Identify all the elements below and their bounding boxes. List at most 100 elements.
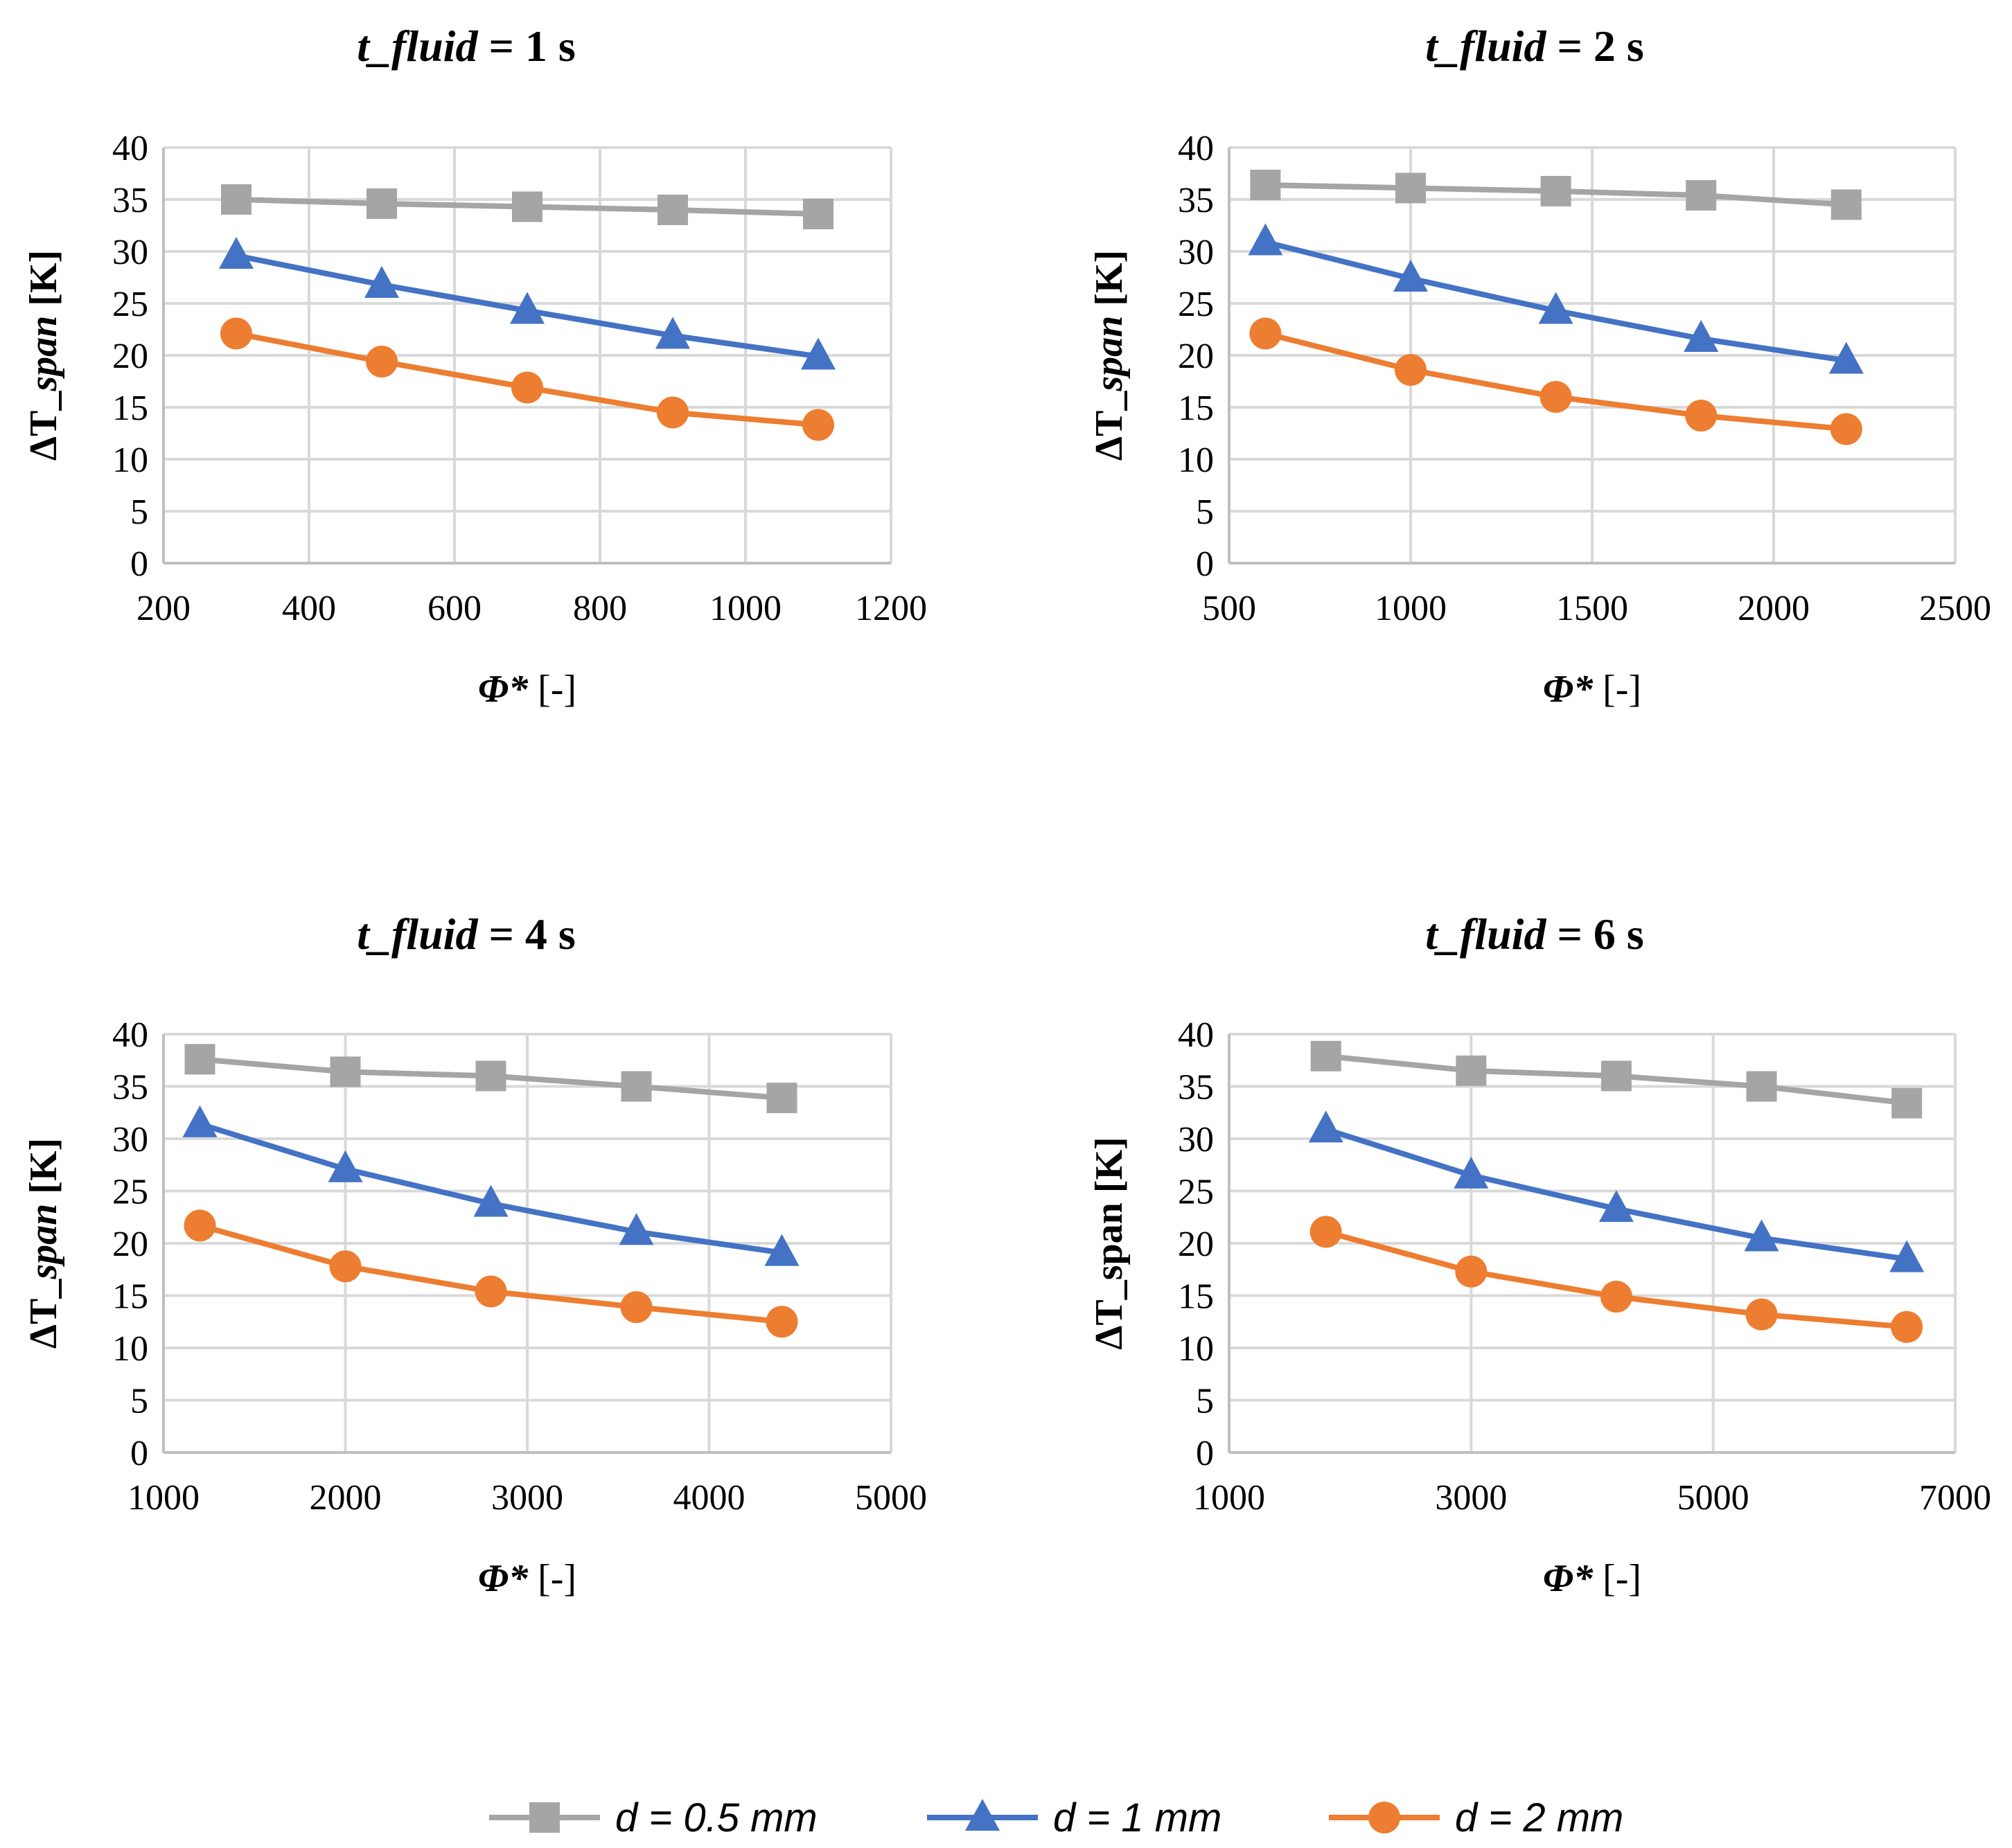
- x-axis-label-unit: [-]: [528, 668, 576, 711]
- x-tick-label: 400: [282, 589, 336, 628]
- y-tick-label: 25: [1178, 285, 1214, 324]
- legend-marker-d1: [965, 1799, 1000, 1831]
- chart-title-variable: t_fluid: [1425, 909, 1546, 959]
- x-axis-label-variable: Φ*: [478, 668, 529, 711]
- data-point-d2: [1539, 381, 1572, 413]
- x-axis-label-unit: [-]: [1593, 1557, 1641, 1600]
- x-tick-label: 4000: [673, 1478, 745, 1518]
- data-point-d1: [764, 1234, 800, 1266]
- chart-title-value: = 1 s: [477, 21, 575, 71]
- y-tick-label: 20: [112, 337, 148, 376]
- chart-title: t_fluid = 6 s: [1425, 909, 1644, 959]
- legend-label-d05: d = 0.5 mm: [615, 1795, 818, 1840]
- y-tick-label: 0: [1196, 544, 1214, 584]
- data-point-d1: [801, 337, 836, 370]
- data-point-d2: [1395, 354, 1427, 386]
- y-tick-label: 35: [1178, 181, 1214, 220]
- y-axis-label: ΔT_span [K]: [22, 1138, 65, 1349]
- y-tick-label: 20: [1178, 1225, 1214, 1264]
- y-tick-label: 40: [1178, 129, 1214, 168]
- data-point-d2: [1745, 1298, 1778, 1331]
- x-tick-label: 5000: [1677, 1478, 1749, 1518]
- y-axis-label-unit: [K]: [22, 1138, 65, 1204]
- data-point-d2: [657, 396, 689, 429]
- data-point-d05: [512, 191, 542, 222]
- y-axis-label-main: ΔT_: [1088, 391, 1131, 461]
- y-axis-label: ΔT_span [K]: [1088, 1137, 1131, 1349]
- data-point-d1: [1828, 341, 1864, 374]
- y-axis-label-sub: span: [22, 1204, 65, 1280]
- chart-title-variable: t_fluid: [1425, 21, 1546, 71]
- x-tick-label: 1000: [709, 589, 782, 628]
- chart-title: t_fluid = 4 s: [357, 909, 576, 959]
- x-tick-label: 1500: [1556, 589, 1628, 628]
- data-point-d05: [184, 1044, 215, 1075]
- data-point-d2: [1309, 1216, 1342, 1248]
- chart-title-value: = 2 s: [1546, 21, 1643, 71]
- chart-panel-3: t_fluid = 4 s 0 5 10 15 20 25 30 35 40 1000 2000 300…: [22, 909, 927, 1600]
- y-axis-label-sub: span: [1088, 1202, 1131, 1280]
- y-tick-label: 30: [1178, 233, 1214, 272]
- data-point-d05: [658, 195, 688, 225]
- data-point-d05: [621, 1071, 652, 1102]
- data-point-d05: [1600, 1060, 1632, 1092]
- x-axis-label-unit: [-]: [1593, 668, 1641, 711]
- data-point-d05: [367, 188, 397, 219]
- legend-marker-d05: [529, 1802, 560, 1833]
- y-tick-label: 15: [1178, 389, 1214, 428]
- data-point-d1: [1598, 1190, 1634, 1223]
- x-axis-label-variable: Φ*: [1543, 668, 1594, 711]
- data-point-d2: [1600, 1281, 1632, 1313]
- x-tick-label: 200: [136, 589, 191, 628]
- y-tick-label: 10: [112, 441, 148, 480]
- chart-title-variable: t_fluid: [357, 21, 478, 71]
- data-point-d1: [1538, 292, 1573, 324]
- y-tick-label: 0: [130, 544, 148, 584]
- x-axis-label-unit: [-]: [528, 1557, 576, 1600]
- y-tick-label: 40: [112, 129, 148, 168]
- legend-label-d2: d = 2 mm: [1455, 1795, 1623, 1840]
- y-tick-label: 35: [112, 1068, 148, 1108]
- y-tick-label: 15: [112, 1277, 148, 1317]
- data-point-d2: [511, 371, 543, 404]
- data-point-d1: [1308, 1110, 1343, 1143]
- data-point-d05: [1891, 1087, 1923, 1119]
- x-tick-label: 500: [1202, 589, 1256, 628]
- legend-label-d1: d = 1 mm: [1053, 1795, 1221, 1840]
- data-point-d2: [475, 1275, 507, 1308]
- data-point-d05: [803, 199, 833, 229]
- data-point-d05: [1456, 1055, 1487, 1086]
- y-axis-label-main: ΔT_: [22, 391, 65, 461]
- y-tick-label: 25: [112, 1173, 148, 1212]
- x-tick-label: 1000: [127, 1478, 200, 1518]
- data-point-d05: [221, 184, 251, 215]
- data-point-d1: [1393, 260, 1428, 292]
- y-axis-label-unit: [K]: [1088, 250, 1131, 316]
- y-tick-label: 35: [112, 181, 148, 220]
- x-tick-label: 1000: [1193, 1478, 1265, 1518]
- y-tick-label: 5: [1196, 492, 1214, 532]
- x-axis-label: Φ* [-]: [1543, 1557, 1641, 1600]
- data-point-d05: [330, 1056, 361, 1087]
- y-tick-label: 25: [1178, 1173, 1214, 1212]
- data-point-d2: [220, 317, 252, 350]
- data-point-d1: [1454, 1156, 1489, 1189]
- data-point-d1: [328, 1150, 363, 1182]
- data-point-d05: [1310, 1040, 1341, 1072]
- y-tick-label: 10: [112, 1329, 148, 1369]
- y-tick-label: 10: [1178, 441, 1214, 480]
- chart-title-value: = 6 s: [1546, 909, 1643, 959]
- data-point-d1: [1248, 223, 1283, 256]
- legend-label-text: d = 0.5 mm: [615, 1795, 818, 1840]
- y-tick-label: 30: [112, 233, 148, 272]
- y-tick-label: 15: [112, 389, 148, 428]
- y-tick-label: 5: [130, 1382, 148, 1421]
- chart-title-value: = 4 s: [477, 909, 575, 959]
- y-tick-label: 15: [1178, 1277, 1214, 1317]
- data-point-d1: [364, 266, 399, 298]
- x-tick-label: 1000: [1375, 589, 1447, 628]
- y-axis-label-main: ΔT_: [22, 1279, 65, 1349]
- chart-panel-2: t_fluid = 2 s 0 5 10 15 20 25 30 35 40 500 1000 1500…: [1088, 21, 1991, 711]
- y-tick-label: 0: [1196, 1434, 1214, 1473]
